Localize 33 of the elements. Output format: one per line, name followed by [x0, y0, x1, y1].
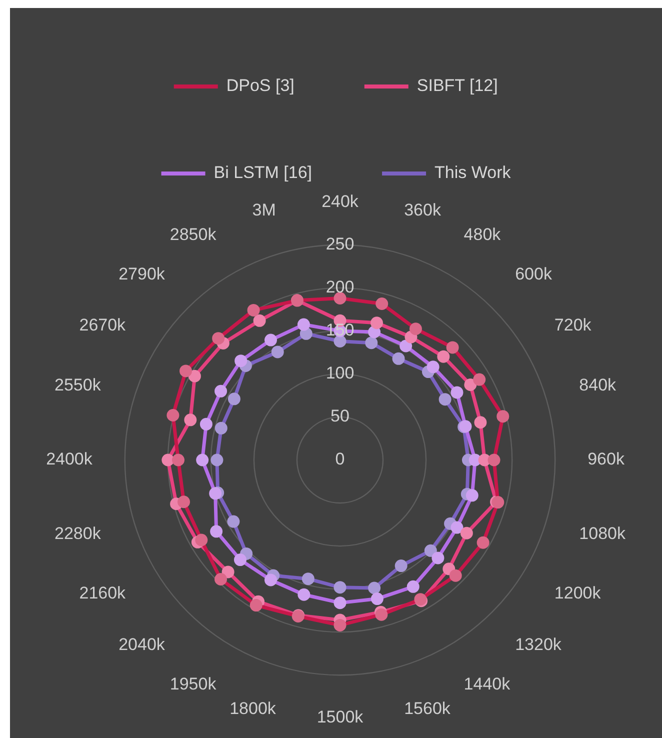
legend-label: This Work [434, 163, 512, 182]
spoke-label: 2160k [79, 584, 126, 603]
spoke-label: 240k [322, 192, 359, 211]
spoke-label: 2550k [54, 375, 102, 394]
spoke-label: 2400k [46, 450, 93, 469]
spoke-label: 360k [404, 200, 442, 220]
y-tick-label: 100 [326, 364, 354, 383]
spoke-label: 2040k [118, 634, 166, 654]
y-tick-label: 50 [330, 406, 350, 426]
spoke-label: 960k [588, 450, 625, 469]
spoke-label: 720k [554, 316, 592, 335]
spoke-label: 3M [252, 200, 276, 220]
spoke-label: 1440k [464, 674, 511, 694]
spoke-label: 840k [579, 375, 617, 394]
spoke-label: 1200k [554, 584, 602, 603]
spoke-label: 480k [464, 225, 502, 244]
spoke-label: 2280k [54, 524, 102, 543]
y-tick-label: 250 [326, 234, 354, 254]
spoke-label: 600k [515, 264, 552, 284]
spoke-label: 1560k [404, 699, 451, 718]
y-tick-label: 0 [335, 450, 345, 469]
spoke-label: 1080k [579, 524, 626, 543]
y-tick-label: 200 [326, 278, 354, 297]
spoke-label: 2790k [118, 264, 166, 284]
legend-label: Bi LSTM [16] [214, 163, 312, 182]
spoke-label: 2670k [79, 316, 126, 335]
spoke-label: 2850k [170, 225, 217, 244]
legend-label: SIBFT [12] [416, 76, 498, 96]
spoke-label: 1950k [170, 674, 217, 694]
spoke-label: 1320k [515, 634, 562, 654]
legend-label: DPoS [3] [226, 76, 294, 96]
spoke-label: 1800k [230, 699, 276, 718]
spoke-label: 1500k [316, 707, 364, 726]
